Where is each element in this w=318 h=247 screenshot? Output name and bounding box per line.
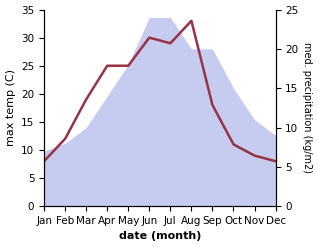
Y-axis label: max temp (C): max temp (C) <box>5 69 16 146</box>
Y-axis label: med. precipitation (kg/m2): med. precipitation (kg/m2) <box>302 42 313 173</box>
X-axis label: date (month): date (month) <box>119 231 201 242</box>
